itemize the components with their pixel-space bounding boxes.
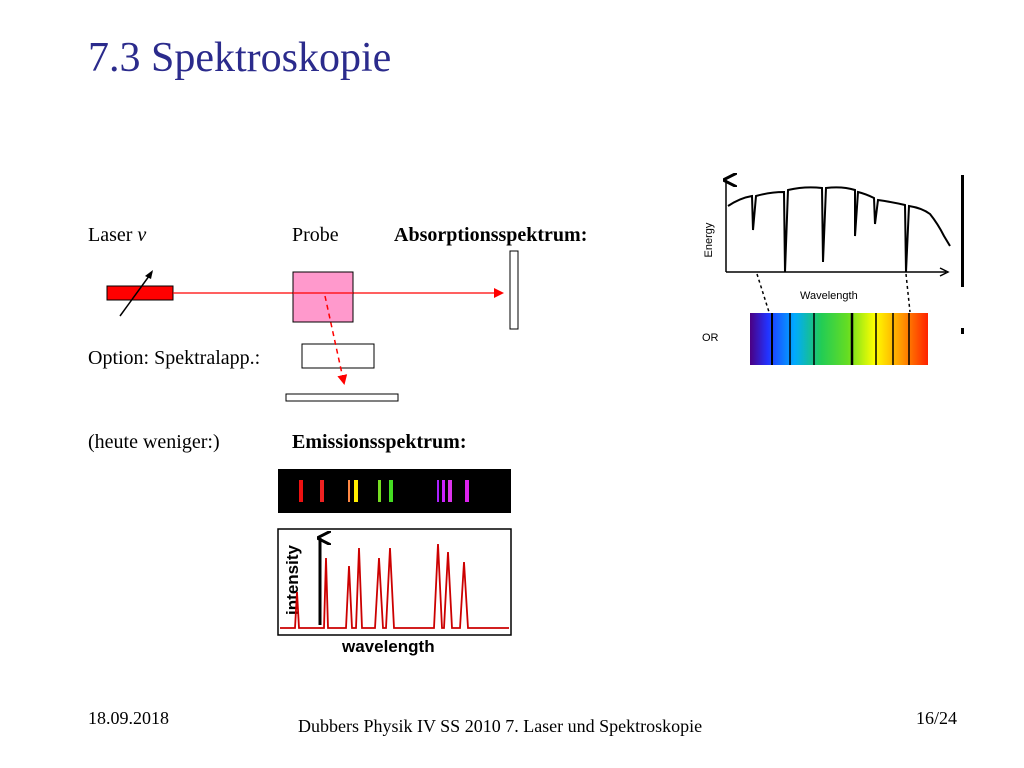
emission-intensity-plot: intensity wavelength — [277, 528, 512, 656]
emission-line — [465, 480, 469, 502]
absorption-rainbow-spectrum — [750, 313, 928, 365]
emission-line — [348, 480, 350, 502]
emission-intensity-label: intensity — [283, 545, 302, 615]
laser-label: Laser ν — [88, 224, 146, 247]
absorption-curve — [727, 186, 951, 273]
slide-title: 7.3 Spektroskopie — [88, 35, 392, 81]
laser-tuning-arrowhead — [145, 270, 153, 279]
absorption-or-label: OR — [702, 332, 719, 344]
probe-sample — [292, 271, 354, 323]
option-label: Option: Spektralapp.: — [88, 347, 261, 369]
laser-label-text: Laser — [88, 224, 133, 246]
spectral-apparatus — [301, 343, 375, 369]
emission-line — [442, 480, 445, 502]
emission-wavelength-label: wavelength — [341, 637, 435, 656]
absorption-label: Absorptionsspektrum: — [394, 224, 588, 246]
absorption-projection-right — [905, 273, 911, 313]
absorption-figure-edge-bar — [961, 175, 964, 287]
absorption-dark-lines — [771, 313, 910, 365]
emission-line — [389, 480, 393, 502]
laser-tuning-arrow — [119, 271, 153, 317]
footer-center-text: Dubbers Physik IV SS 2010 7. Laser und S… — [298, 716, 703, 736]
absorption-wavelength-label: Wavelength — [800, 290, 858, 302]
emission-detector — [285, 393, 399, 402]
emission-line — [437, 480, 439, 502]
emission-line — [378, 480, 381, 502]
emission-label: Emissionsspektrum: — [292, 431, 467, 453]
emission-line — [320, 480, 324, 502]
absorption-projection-left — [756, 273, 770, 313]
emission-line — [299, 480, 303, 502]
laser-frequency-symbol: ν — [137, 224, 147, 246]
scattered-beam — [324, 295, 348, 385]
absorption-energy-label: Energy — [703, 222, 715, 257]
footer-page-number: 16/24 — [916, 708, 958, 728]
probe-label: Probe — [292, 224, 339, 246]
absorption-spectrum-figure: Energy Wavelength OR — [702, 175, 964, 365]
absorption-detector — [509, 250, 519, 330]
heute-label: (heute weniger:) — [88, 431, 220, 453]
emission-line — [448, 480, 452, 502]
absorption-figure-edge-mark — [961, 328, 964, 334]
emission-line — [354, 480, 358, 502]
emission-curve — [280, 543, 509, 629]
footer-date: 18.09.2018 — [88, 708, 169, 728]
emission-line-spectrum — [278, 469, 511, 513]
